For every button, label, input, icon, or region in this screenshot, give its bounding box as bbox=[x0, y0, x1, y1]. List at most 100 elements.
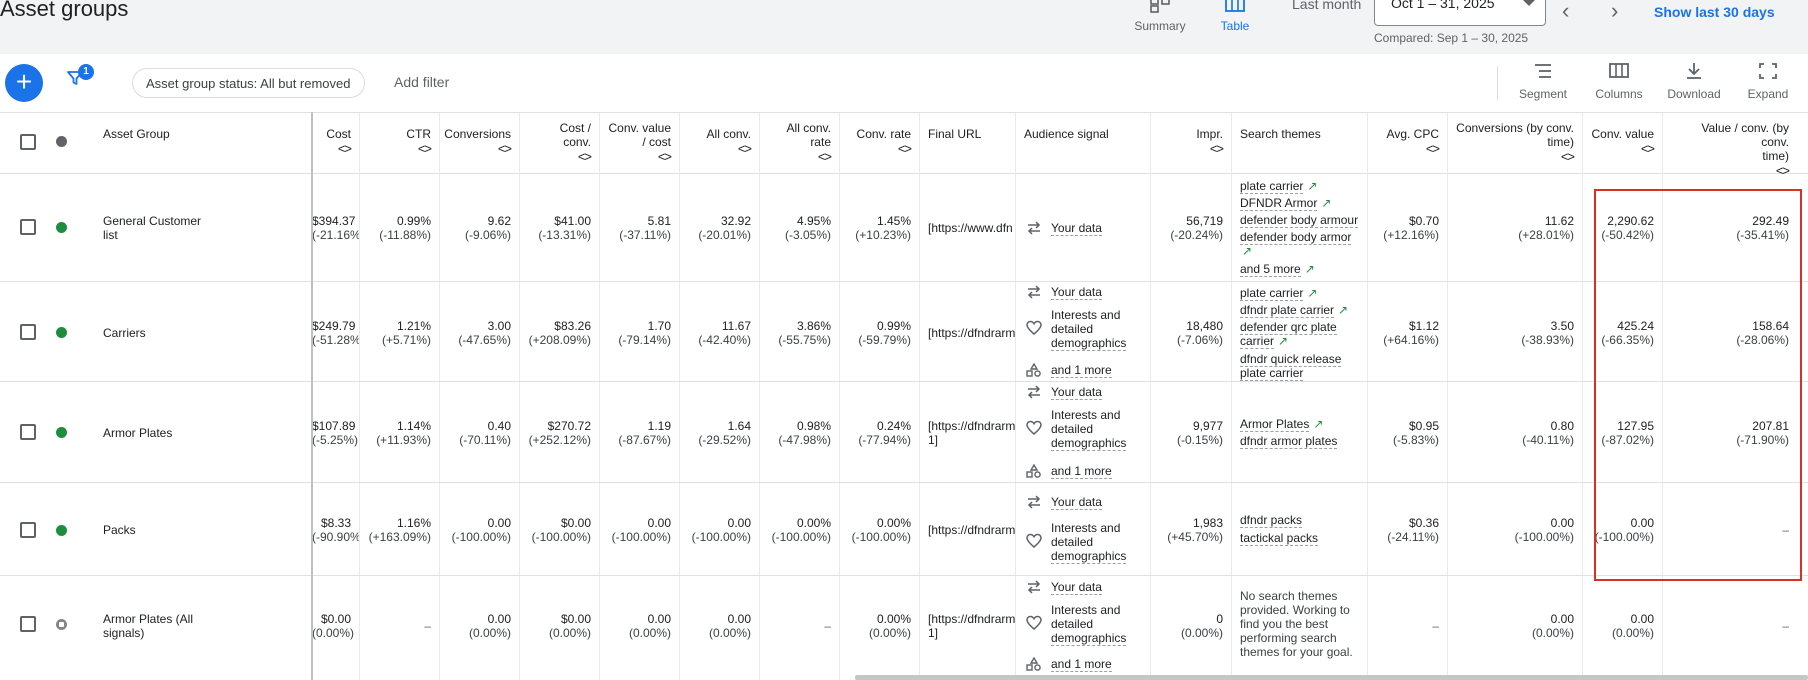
sort-icon[interactable]: <> bbox=[657, 149, 672, 164]
sort-icon[interactable]: <> bbox=[417, 141, 432, 156]
audience-label: Interests and bbox=[1051, 521, 1121, 535]
header-all-conv[interactable]: All conv. <> bbox=[680, 113, 760, 174]
previous-period-button[interactable]: ‹ bbox=[1562, 0, 1570, 23]
audience-interests[interactable]: Interests and detailed demographics bbox=[1026, 521, 1146, 564]
show-last-30-days-link[interactable]: Show last 30 days bbox=[1654, 4, 1775, 20]
value: 207.81 bbox=[1752, 419, 1789, 433]
theme-item[interactable]: tactickal packs bbox=[1240, 531, 1366, 546]
expand-button[interactable]: Expand bbox=[1733, 62, 1803, 101]
sort-icon[interactable]: <> bbox=[1209, 141, 1224, 156]
theme-item[interactable]: defender body armour bbox=[1240, 213, 1366, 228]
asset-group-status-filter-chip[interactable]: Asset group status: All but removed bbox=[132, 68, 365, 98]
value: 0.00 bbox=[1630, 516, 1654, 530]
row-checkbox[interactable] bbox=[20, 522, 36, 538]
header-cost-per-conv[interactable]: Cost / conv. <> bbox=[520, 113, 600, 174]
header-search-themes[interactable]: Search themes bbox=[1232, 113, 1368, 174]
audience-your-data[interactable]: Your data bbox=[1026, 495, 1146, 510]
table-row[interactable]: Packs $8.33 (-90.90%) 1.16% (+163.09%) 0.0… bbox=[0, 483, 1808, 576]
date-range-select[interactable]: Oct 1 – 31, 2025 bbox=[1374, 0, 1546, 26]
theme-item[interactable]: dfndr plate carrier ↗ bbox=[1240, 303, 1366, 318]
header-conv-value[interactable]: Conv. value <> bbox=[1583, 113, 1663, 174]
sort-icon[interactable]: <> bbox=[897, 141, 912, 156]
header-conv-rate[interactable]: Conv. rate <> bbox=[840, 113, 920, 174]
theme-more-link[interactable]: and 5 more ↗ bbox=[1240, 262, 1366, 277]
table-row[interactable]: Armor Plates $107.89 (-5.25%) 1.14% (+11.9… bbox=[0, 382, 1808, 483]
header-cost[interactable]: Cost <> bbox=[312, 113, 360, 174]
asset-group-name-link[interactable]: Armor Plates (All signals) bbox=[103, 612, 213, 640]
sort-icon[interactable]: <> bbox=[817, 149, 832, 164]
change: (-35.41%) bbox=[1736, 228, 1789, 242]
final-url: [https://dfndrarm bbox=[928, 326, 1016, 340]
audience-your-data[interactable]: Your data bbox=[1026, 385, 1146, 400]
theme-item[interactable]: dfndr packs bbox=[1240, 513, 1366, 528]
header-final-url[interactable]: Final URL bbox=[920, 113, 1016, 174]
audience-more-link[interactable]: and 1 more bbox=[1026, 363, 1146, 378]
next-period-button[interactable]: › bbox=[1611, 0, 1619, 23]
audience-interests[interactable]: Interests and detailed demographics bbox=[1026, 408, 1146, 451]
asset-group-name-link[interactable]: General Customer list bbox=[103, 214, 213, 242]
row-checkbox[interactable] bbox=[20, 324, 36, 340]
sort-icon[interactable]: <> bbox=[497, 141, 512, 156]
conversions-cell: 0.00 (-100.00%) bbox=[440, 483, 520, 575]
theme-item[interactable]: plate carrier ↗ bbox=[1240, 179, 1366, 194]
sort-icon[interactable]: <> bbox=[337, 141, 352, 156]
sort-icon[interactable]: <> bbox=[577, 149, 592, 164]
sort-icon[interactable]: <> bbox=[1425, 141, 1440, 156]
audience-more-link[interactable]: and 1 more bbox=[1026, 657, 1146, 672]
audience-your-data[interactable]: Your data bbox=[1026, 221, 1146, 236]
table-view-button[interactable]: Table bbox=[1200, 0, 1270, 33]
audience-more-link[interactable]: and 1 more bbox=[1026, 464, 1146, 479]
header-ctr[interactable]: CTR <> bbox=[360, 113, 440, 174]
theme-item[interactable]: defender qrc plate carrier ↗ bbox=[1240, 320, 1366, 349]
header-value-per-conv-by-conv-time[interactable]: Value / conv. (by conv. time) <> bbox=[1663, 113, 1797, 178]
summary-view-button[interactable]: Summary bbox=[1125, 0, 1195, 33]
theme-item[interactable]: DFNDR Armor ↗ bbox=[1240, 196, 1366, 211]
theme-item[interactable]: defender body armor bbox=[1240, 230, 1366, 245]
ctr-cell: 1.16% (+163.09%) bbox=[360, 483, 440, 575]
download-button[interactable]: Download bbox=[1659, 62, 1729, 101]
header-impr[interactable]: Impr. <> bbox=[1151, 113, 1232, 174]
header-conversions-by-conv-time[interactable]: Conversions (by conv. time) <> bbox=[1448, 113, 1583, 174]
audience-interests[interactable]: Interests and detailed demographics bbox=[1026, 308, 1146, 351]
theme-item[interactable]: dfndr quick release plate carrier bbox=[1240, 352, 1366, 381]
conv-value-per-cost-cell: 1.70 (-79.14%) bbox=[600, 282, 680, 381]
add-asset-group-button[interactable]: + bbox=[5, 64, 43, 102]
header-conversions[interactable]: Conversions <> bbox=[440, 113, 520, 174]
sort-icon[interactable]: <> bbox=[737, 141, 752, 156]
asset-group-name-link[interactable]: Armor Plates bbox=[103, 426, 173, 440]
header-conv-value-per-cost[interactable]: Conv. value / cost <> bbox=[600, 113, 680, 174]
download-icon bbox=[1687, 63, 1701, 79]
change: (-100.00%) bbox=[1594, 530, 1654, 544]
add-filter-button[interactable]: Add filter bbox=[394, 74, 450, 90]
header-all-conv-rate[interactable]: All conv. rate <> bbox=[760, 113, 840, 174]
asset-group-name-link[interactable]: Packs bbox=[103, 523, 136, 537]
theme-item[interactable]: plate carrier ↗ bbox=[1240, 286, 1366, 301]
row-checkbox[interactable] bbox=[20, 616, 36, 632]
header-asset-group[interactable]: Asset Group bbox=[95, 113, 312, 174]
row-checkbox[interactable] bbox=[20, 219, 36, 235]
note-line: themes for your goal. bbox=[1240, 645, 1353, 659]
audience-label: Interests and bbox=[1051, 308, 1121, 322]
theme-item[interactable]: Armor Plates ↗ bbox=[1240, 417, 1366, 432]
sort-icon[interactable]: <> bbox=[1640, 141, 1655, 156]
row-checkbox[interactable] bbox=[20, 424, 36, 440]
header-avg-cpc[interactable]: Avg. CPC <> bbox=[1368, 113, 1448, 174]
change: (-5.83%) bbox=[1392, 433, 1439, 447]
horizontal-scrollbar[interactable] bbox=[855, 675, 1808, 680]
table-row[interactable]: Carriers $249.79 (-51.28%) 1.21% (+5.71%) … bbox=[0, 282, 1808, 382]
header-audience-signal[interactable]: Audience signal bbox=[1016, 113, 1151, 174]
segment-button[interactable]: Segment bbox=[1508, 62, 1578, 101]
columns-button[interactable]: Columns bbox=[1584, 62, 1654, 101]
select-all-checkbox[interactable] bbox=[20, 134, 36, 150]
table-row[interactable]: Armor Plates (All signals) $0.00 (0.00%) –… bbox=[0, 576, 1808, 680]
theme-item[interactable]: dfndr armor plates bbox=[1240, 434, 1366, 449]
audience-interests[interactable]: Interests and detailed demographics bbox=[1026, 603, 1146, 646]
audience-your-data[interactable]: Your data bbox=[1026, 580, 1146, 595]
asset-group-name-link[interactable]: Carriers bbox=[103, 326, 146, 340]
sort-icon[interactable]: <> bbox=[1560, 149, 1575, 164]
theme-text: defender body armor bbox=[1240, 230, 1352, 245]
value: 0.00 bbox=[487, 612, 511, 626]
audience-your-data[interactable]: Your data bbox=[1026, 285, 1146, 300]
table-row[interactable]: General Customer list $394.37 (-21.16%) 0.… bbox=[0, 174, 1808, 282]
value: 0.00 bbox=[647, 612, 671, 626]
